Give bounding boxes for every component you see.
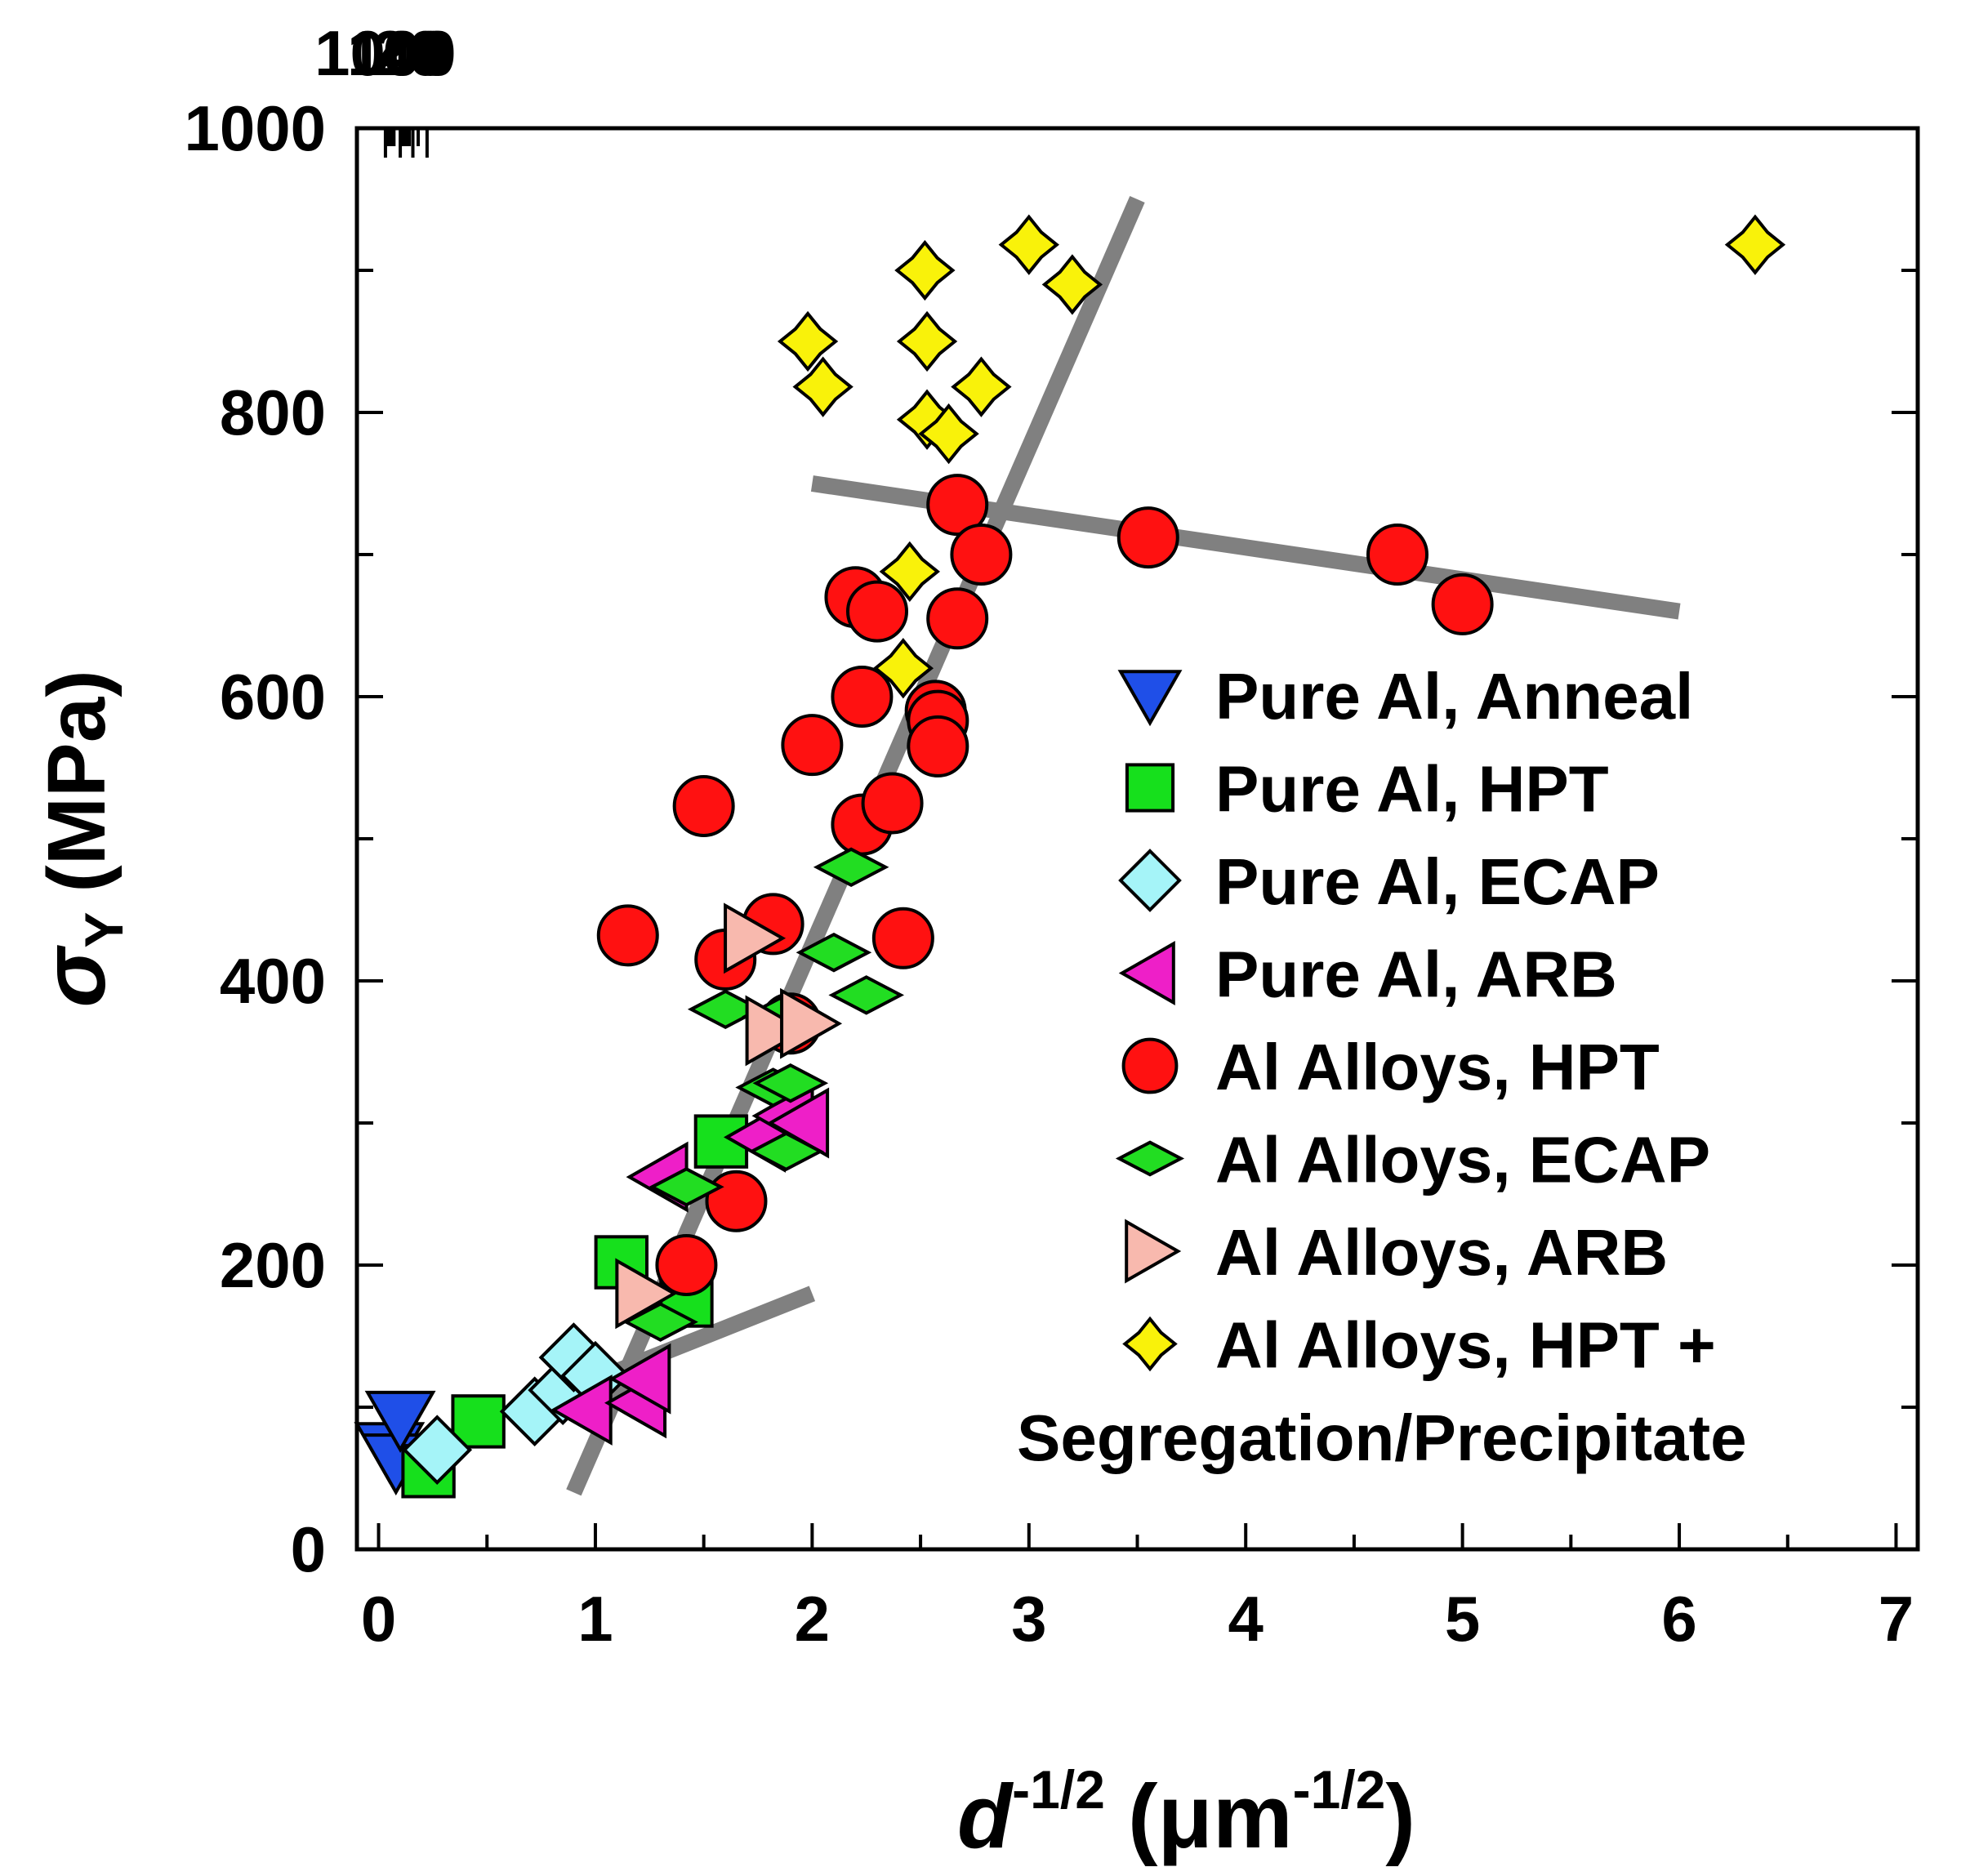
x-tick-label: 7 [1879, 1583, 1914, 1655]
series-4 [550, 1080, 830, 1446]
data-point [918, 403, 979, 465]
data-point [705, 1170, 768, 1232]
data-point [1116, 506, 1179, 569]
x-tick-labels: 0 1 2 3 4 5 6 7 [361, 1583, 1914, 1655]
data-point [781, 714, 844, 777]
legend-label: Pure Al, Anneal [1215, 660, 1693, 733]
top-tick-label: 40 [377, 17, 448, 89]
series-7 [615, 902, 843, 1330]
data-point [950, 524, 1013, 586]
legend-label: Al Alloys, HPT [1215, 1031, 1660, 1103]
legend-label: Pure Al, ECAP [1215, 845, 1660, 918]
data-point [828, 975, 905, 1015]
legend: Pure Al, Anneal Pure Al, HPT Pure Al, ECAP… [1017, 660, 1747, 1474]
data-point [831, 666, 894, 728]
top-tick-label: 1000 [314, 17, 457, 89]
data-point [894, 239, 956, 301]
legend-marker [1118, 849, 1182, 912]
data-point [596, 904, 659, 967]
legend-marker [1118, 941, 1175, 1005]
data-point [780, 987, 843, 1059]
data-point [648, 1167, 724, 1207]
legend-label: Al Alloys, ARB [1215, 1216, 1668, 1289]
data-point [792, 356, 854, 417]
legend-marker [1115, 1140, 1185, 1177]
data-point [777, 310, 839, 372]
data-point [724, 902, 787, 974]
series-8 [777, 214, 1786, 699]
data-point [846, 580, 908, 643]
legend-label: Pure Al, HPT [1215, 753, 1609, 826]
data-point [550, 1375, 613, 1446]
data-point [879, 541, 940, 603]
data-point [402, 1415, 473, 1486]
top-tick-label: 20 [372, 17, 443, 89]
y-axis-title-wrap: σY(MPa) [24, 670, 134, 1007]
data-point [1724, 214, 1786, 275]
data-point [608, 1343, 671, 1415]
data-point [745, 995, 808, 1067]
data-point [752, 1063, 829, 1103]
y-tick-label: 400 [220, 945, 326, 1017]
y-tick-label: 600 [220, 661, 326, 733]
x-tick-label: 3 [1011, 1583, 1046, 1655]
y-tick-labels: 0 200 400 600 800 1000 [184, 92, 326, 1585]
legend-marker [1122, 1316, 1178, 1372]
legend-marker [1125, 1219, 1182, 1284]
y-tick-label: 200 [220, 1229, 326, 1301]
x-tick-label: 0 [361, 1583, 396, 1655]
data-point [998, 214, 1059, 275]
data-point [907, 715, 969, 778]
data-points [354, 214, 1786, 1499]
legend-label: Al Alloys, ECAP [1215, 1124, 1710, 1196]
y-tick-label: 0 [291, 1513, 326, 1585]
x-tick-label: 2 [795, 1583, 830, 1655]
legend-marker [1117, 670, 1183, 727]
x-tick-label: 4 [1228, 1583, 1264, 1655]
data-point [748, 1131, 824, 1172]
data-point [1041, 254, 1103, 315]
data-point [951, 356, 1012, 417]
data-point [364, 1390, 436, 1453]
axis-ticks [357, 127, 1918, 1551]
data-point [655, 1234, 718, 1296]
y-axis-title: σY(MPa) [24, 670, 134, 1007]
legend-marker [1121, 1037, 1179, 1094]
data-point [872, 638, 934, 699]
data-point [672, 774, 735, 837]
data-point [813, 847, 889, 888]
x-axis-title: d-1/2 (μm-1/2) [957, 1759, 1415, 1867]
y-tick-label: 800 [220, 377, 326, 448]
data-point [615, 1258, 678, 1330]
x-tick-label: 5 [1445, 1583, 1480, 1655]
data-point [926, 587, 989, 650]
legend-label-continuation: Segregation/Precipitate [1017, 1401, 1747, 1474]
x-tick-label: 6 [1661, 1583, 1696, 1655]
top-tick-label: 100 [347, 17, 453, 89]
data-point [896, 310, 958, 372]
data-point [1366, 524, 1428, 586]
data-point [693, 1114, 749, 1169]
data-point [451, 1394, 506, 1449]
data-point [1431, 573, 1494, 635]
legend-label: Pure Al, ARB [1215, 938, 1617, 1011]
data-point [926, 474, 989, 537]
data-point [871, 907, 934, 969]
data-point [796, 932, 872, 973]
data-point [861, 772, 924, 835]
legend-marker [1125, 763, 1175, 813]
x-tick-label: 1 [577, 1583, 613, 1655]
y-tick-label: 1000 [184, 92, 326, 164]
legend-label: Al Alloys, HPT + [1215, 1309, 1716, 1382]
